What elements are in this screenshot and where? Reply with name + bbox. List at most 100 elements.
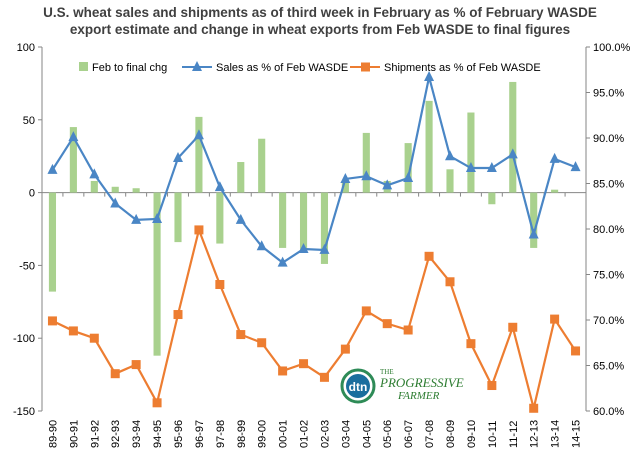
left-axis-tick-label: -150: [13, 406, 35, 418]
chart-title-line-2: export estimate and change in wheat expo…: [69, 22, 571, 37]
right-axis-tick-label: 75.0%: [593, 270, 624, 282]
bar: [320, 192, 329, 264]
bar: [48, 192, 57, 292]
sales-point: [361, 170, 372, 181]
axes: 100 50 0 -50 -100 -150 89-90 90-91 91-92 92-93 93-…: [13, 42, 631, 448]
sales-point: [465, 162, 476, 173]
shipments-point: [257, 338, 267, 348]
x-axis-tick-label: 08-09: [445, 420, 457, 448]
legend-sales-label: Sales as % of Feb WASDE: [216, 62, 348, 74]
shipments-point: [487, 381, 497, 391]
bar: [174, 192, 182, 243]
legend: Feb to final chg Sales as % of Feb WASDE S…: [79, 61, 541, 74]
shipments-point: [340, 344, 350, 354]
bar: [551, 189, 559, 193]
x-axis-tick-label: 92-93: [110, 420, 122, 448]
shipments-point: [110, 369, 120, 379]
shipments-point: [529, 403, 539, 413]
x-axis-tick-label: 13-14: [550, 420, 562, 448]
sales-point: [277, 256, 288, 267]
bar: [258, 138, 266, 193]
shipments-point: [508, 322, 518, 332]
legend-bar-label: Feb to final chg: [92, 62, 167, 74]
bar: [69, 127, 77, 193]
x-axis-tick-label: 90-91: [68, 420, 80, 448]
shipments-point: [299, 359, 309, 369]
shipments-point: [173, 310, 183, 320]
sales-point: [507, 148, 518, 159]
sales-point: [68, 131, 79, 142]
bar: [425, 100, 433, 193]
bar: [90, 180, 98, 193]
left-axis-tick-label: 50: [23, 115, 35, 127]
sales-point: [214, 181, 225, 192]
sales-point: [131, 213, 142, 224]
x-axis-tick-label: 02-03: [319, 420, 331, 448]
chart-title: U.S. wheat sales and shipments as of thi…: [0, 4, 640, 38]
sales-point: [47, 163, 58, 174]
x-axis-tick-label: 09-10: [466, 420, 478, 448]
x-axis-tick-label: 99-00: [257, 420, 269, 448]
sales-point: [528, 228, 539, 239]
bar: [530, 192, 538, 248]
left-axis-tick-label: 100: [17, 42, 35, 54]
sales-point: [486, 162, 497, 173]
right-axis-tick-label: 65.0%: [593, 361, 624, 373]
left-axis-tick-label: -50: [19, 260, 35, 272]
dtn-wordmark: dtn: [349, 380, 368, 394]
shipments-point: [550, 314, 560, 324]
x-axis-tick-label: 11-12: [508, 421, 520, 448]
right-axis-tick-label: 85.0%: [593, 179, 624, 191]
chart-title-line-1: U.S. wheat sales and shipments as of thi…: [43, 5, 597, 20]
bar: [362, 132, 370, 193]
shipments-point: [236, 330, 246, 340]
dtn-globe: [346, 374, 370, 398]
bar: [279, 192, 287, 248]
x-axis-tick-label: 14-15: [571, 420, 583, 448]
sales-point: [173, 152, 183, 163]
sales-point: [110, 197, 121, 208]
shipments-point: [403, 325, 413, 335]
shipments-point: [278, 366, 288, 376]
x-axis-tick-label: 01-02: [299, 420, 311, 448]
sales-point: [193, 129, 204, 140]
bar: [446, 169, 454, 193]
sales-point: [298, 243, 309, 254]
shipments-point: [68, 326, 78, 336]
bar: [153, 192, 161, 356]
bar: [299, 192, 308, 251]
shipments-point: [89, 333, 99, 343]
bar: [341, 180, 349, 193]
sales-point: [424, 71, 435, 82]
shipments-point: [47, 316, 57, 326]
x-axis-tick-label: 05-06: [382, 420, 394, 448]
legend-bar-swatch: [79, 62, 88, 71]
sales-point: [382, 179, 393, 190]
shipments-point: [215, 280, 225, 290]
logo-line-2: PROGRESSIVE: [379, 375, 464, 390]
x-axis-tick-label: 93-94: [131, 420, 143, 448]
logo-line-3: FARMER: [397, 390, 440, 402]
shipments-point: [466, 339, 476, 349]
x-axis-tick-label: 06-07: [403, 420, 415, 448]
bar: [111, 186, 119, 193]
x-axis-tick-label: 98-99: [236, 420, 248, 448]
x-axis-tick-label: 94-95: [152, 420, 164, 448]
sales-point: [445, 150, 455, 161]
x-axis-tick-label: 97-98: [215, 420, 227, 448]
sales-point: [549, 152, 560, 163]
x-axis-tick-label: 91-92: [89, 420, 101, 448]
right-axis-tick-label: 70.0%: [593, 315, 624, 327]
bar: [195, 116, 203, 193]
legend-sales-marker: [192, 61, 202, 71]
right-axis-tick-label: 60.0%: [593, 406, 624, 418]
sales-point: [403, 172, 414, 183]
shipments-point: [361, 306, 371, 316]
x-axis-tick-label: 00-01: [278, 420, 290, 448]
x-axis-tick-label: 04-05: [361, 420, 373, 448]
right-axis-tick-label: 100.0%: [593, 42, 631, 54]
sales-point: [319, 243, 330, 254]
legend-shipments-label: Shipments as % of Feb WASDE: [384, 62, 541, 74]
sales-line: [51, 76, 576, 265]
